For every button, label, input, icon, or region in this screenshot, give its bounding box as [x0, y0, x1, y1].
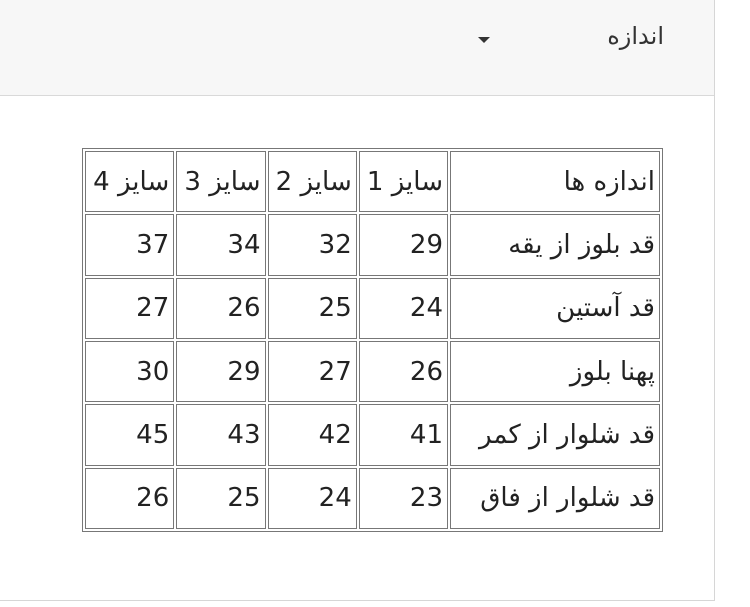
- cell: 41: [358, 404, 448, 466]
- cell: 29: [358, 214, 448, 276]
- cell: 25: [176, 467, 266, 529]
- cell: 27: [85, 277, 175, 339]
- cell: 26: [176, 277, 266, 339]
- cell: 42: [267, 404, 357, 466]
- size-table: اندازه ها سایز 1 سایز 2 سایز 3 سایز 4 قد بلوز…: [82, 148, 663, 532]
- table-row: قد شلوار از کمر 41 42 43 45: [85, 404, 660, 466]
- row-label: قد بلوز از یقه: [450, 214, 660, 276]
- cell: سایز 4: [85, 151, 175, 213]
- row-label: اندازه ها: [450, 151, 660, 213]
- table-row: قد شلوار از فاق 23 24 25 26: [85, 467, 660, 529]
- cell: 25: [267, 277, 357, 339]
- cell: سایز 3: [176, 151, 266, 213]
- cell: سایز 2: [267, 151, 357, 213]
- cell: 24: [358, 277, 448, 339]
- cell: 26: [358, 340, 448, 403]
- cell: سایز 1: [358, 151, 448, 213]
- cell: 32: [267, 214, 357, 276]
- header-row: اندازه ها سایز 1 سایز 2 سایز 3 سایز 4: [85, 151, 660, 213]
- cell: 24: [267, 467, 357, 529]
- row-label: پهنا بلوز: [450, 340, 660, 403]
- cell: 37: [85, 214, 175, 276]
- cell: 26: [85, 467, 175, 529]
- cell: 34: [176, 214, 266, 276]
- cell: 23: [358, 467, 448, 529]
- cell: 45: [85, 404, 175, 466]
- dropdown[interactable]: اندازه: [0, 0, 714, 96]
- panel: اندازه اندازه ها سایز 1 سایز 2 سایز 3 سایز 4…: [0, 0, 715, 601]
- caret-icon: [478, 37, 490, 43]
- cell: 29: [176, 340, 266, 403]
- cell: 43: [176, 404, 266, 466]
- dropdown-title: اندازه: [607, 22, 664, 50]
- cell: 27: [267, 340, 357, 403]
- table-row: قد آستین 24 25 26 27: [85, 277, 660, 339]
- row-label: قد شلوار از کمر: [450, 404, 660, 466]
- cell: 30: [85, 340, 175, 403]
- table-row: پهنا بلوز 26 27 29 30: [85, 340, 660, 403]
- table-row: قد بلوز از یقه 29 32 34 37: [85, 214, 660, 276]
- row-label: قد شلوار از فاق: [450, 467, 660, 529]
- row-label: قد آستین: [450, 277, 660, 339]
